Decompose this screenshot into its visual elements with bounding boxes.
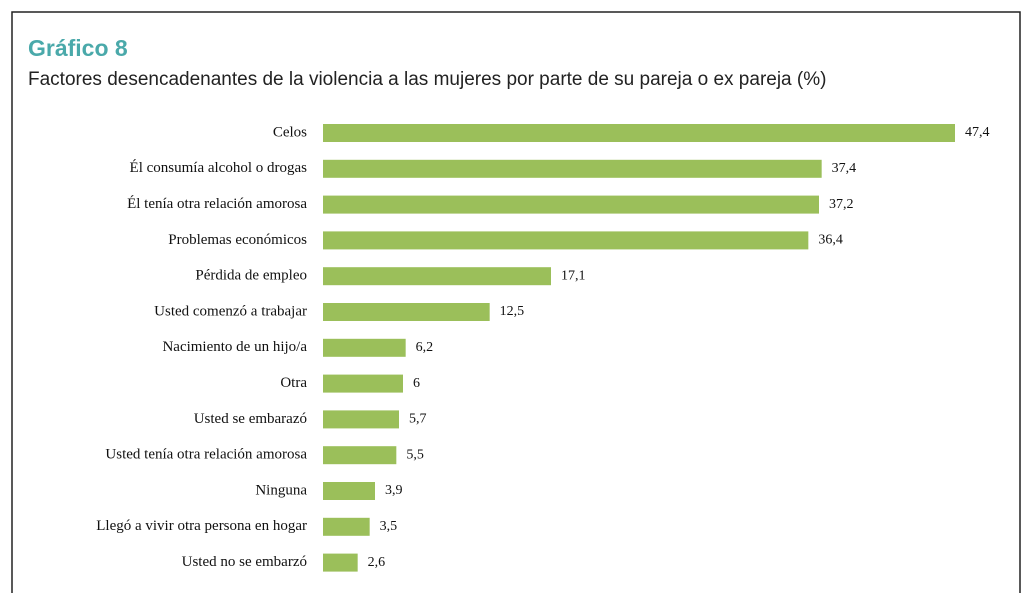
bar (323, 231, 809, 250)
category-label: Nacimiento de un hijo/a (162, 339, 307, 355)
category-label: Usted comenzó a trabajar (154, 303, 307, 319)
category-label: Problemas económicos (168, 232, 307, 248)
bar (323, 267, 551, 286)
value-label: 3,5 (380, 519, 398, 534)
category-label: Usted tenía otra relación amorosa (105, 447, 307, 463)
value-label: 2,6 (368, 555, 386, 570)
category-label: Él tenía otra relación amorosa (127, 195, 307, 212)
category-label: Usted se embarazó (194, 411, 307, 427)
category-label: Él consumía alcohol o drogas (130, 159, 308, 176)
value-label: 37,4 (832, 161, 857, 176)
value-label: 12,5 (500, 304, 524, 319)
bar (323, 446, 397, 465)
chart-subtitle: Factores desencadenantes de la violencia… (28, 69, 826, 90)
category-label: Usted no se embarzó (182, 554, 307, 570)
category-label: Otra (280, 375, 307, 391)
category-label: Ninguna (255, 482, 307, 498)
category-label: Pérdida de empleo (195, 268, 307, 284)
bar (323, 410, 399, 429)
bar (323, 482, 375, 500)
bar (323, 338, 406, 357)
value-label: 37,2 (829, 197, 854, 212)
bar (323, 553, 358, 572)
bar (323, 374, 403, 393)
value-label: 3,9 (385, 483, 403, 498)
value-label: 5,7 (409, 412, 427, 427)
bar (323, 195, 819, 214)
value-label: 36,4 (818, 233, 843, 248)
category-label: Celos (273, 124, 307, 140)
value-label: 17,1 (561, 268, 586, 283)
bar (323, 124, 955, 142)
value-label: 6 (413, 376, 420, 391)
value-label: 5,5 (406, 447, 424, 462)
frame (11, 11, 1021, 593)
bar (323, 303, 490, 321)
value-label: 6,2 (416, 340, 434, 355)
bar (323, 517, 370, 536)
value-label: 47,4 (965, 125, 990, 140)
chart-title: Gráfico 8 (28, 35, 128, 61)
bar (323, 159, 822, 178)
category-label: Llegó a vivir otra persona en hogar (96, 518, 307, 534)
